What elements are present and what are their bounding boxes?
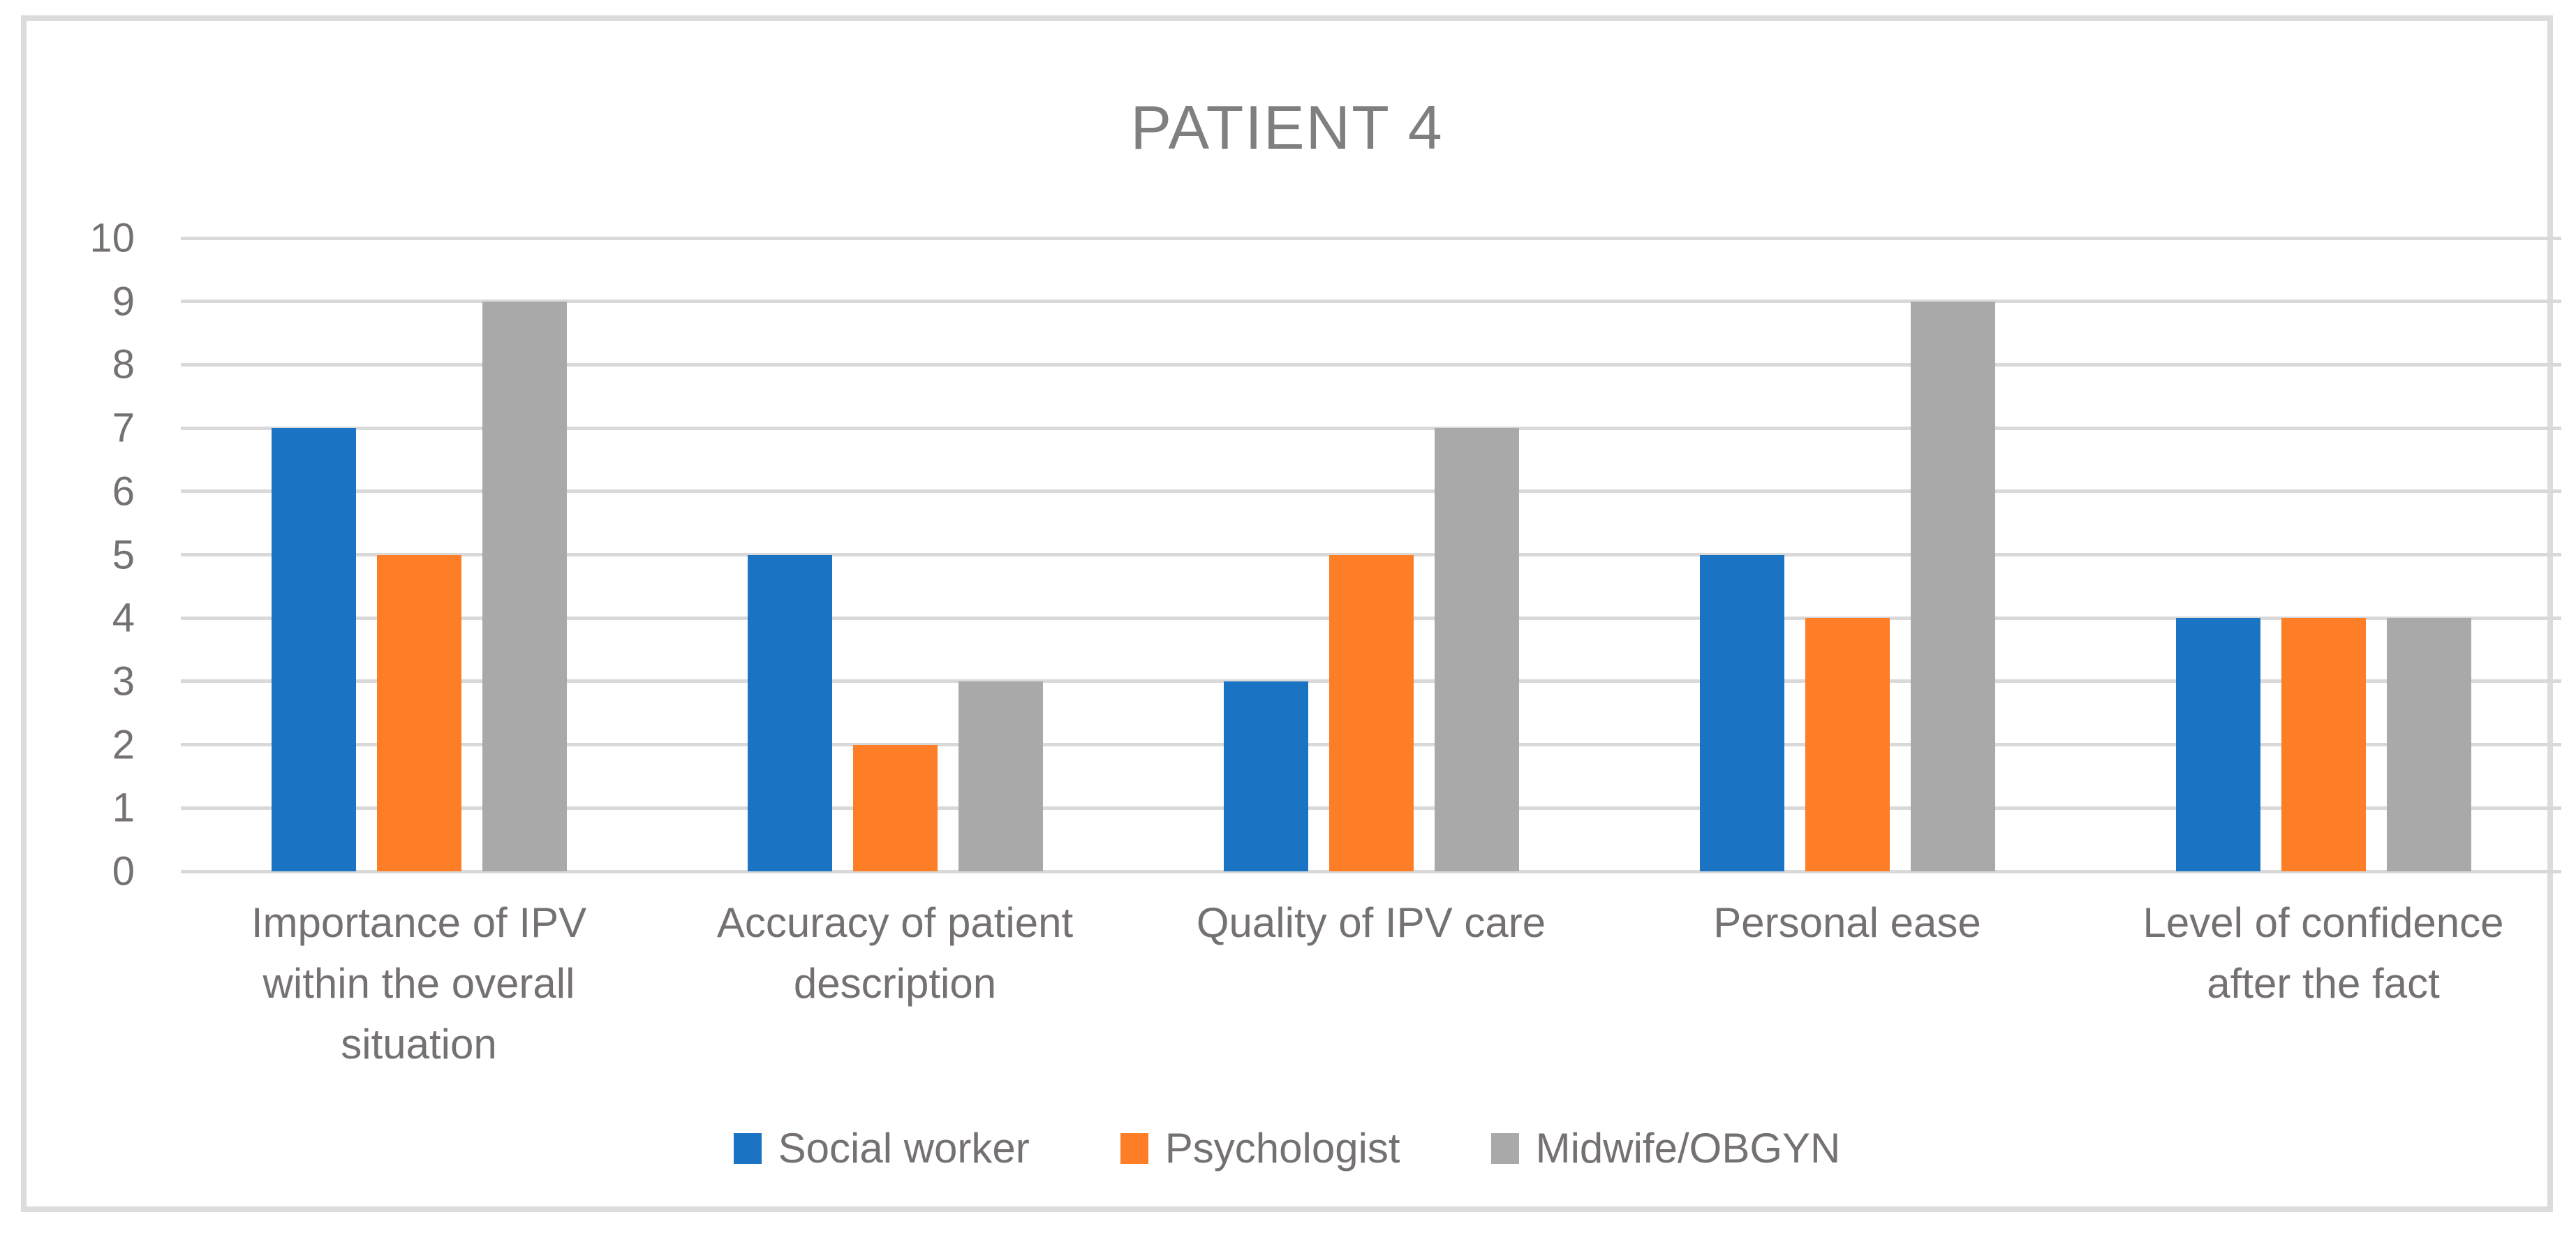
legend-item-psychologist: Psychologist [1120,1124,1400,1172]
gridline-8 [181,362,2561,367]
chart-title: PATIENT 4 [1130,93,1444,162]
legend-chip-social-worker [733,1132,762,1164]
bar-midwife-obgyn [482,301,567,871]
y-axis: 0 1 2 3 4 5 6 7 8 9 10 [47,216,135,894]
gridline-10 [181,236,2561,240]
y-tick-label-5: 5 [112,532,135,577]
bar-group-level-of-confidence [2085,238,2561,871]
bar-midwife-obgyn [958,681,1043,871]
bar-psychologist [852,744,938,871]
y-tick-label-6: 6 [112,468,135,515]
legend-chip-midwife-obgyn [1490,1132,1519,1164]
y-tick-label-3: 3 [112,658,135,704]
legend-label-social-worker: Social worker [778,1125,1030,1172]
y-tick-label-2: 2 [112,722,135,768]
legend: Social worker Psychologist Midwife/OBGYN [27,1124,2547,1172]
legend-chip-psychologist [1120,1132,1148,1164]
gridline-0 [181,869,2561,873]
bar-groups [181,238,2561,871]
y-tick-label-4: 4 [112,595,135,641]
category-label-quality-of-ipv-care: Quality of IPV care [1196,899,1546,946]
plot-area [181,236,2561,873]
bar-group-personal-ease [1609,238,2085,871]
legend-label-midwife-obgyn: Midwife/OBGYN [1535,1125,1841,1172]
bar-psychologist [1805,618,1890,871]
bar-social-worker [747,554,832,871]
bar-group-accuracy-of-patient [657,238,1133,871]
gridline-9 [181,300,2561,304]
bar-midwife-obgyn [2386,618,2471,871]
category-label-importance-of-ipv: Importance of IPV within the overall sit… [251,899,587,1068]
y-tick-label-9: 9 [112,279,135,325]
bar-social-worker [271,428,356,871]
y-tick-label-8: 8 [112,341,135,387]
chart-frame: PATIENT 4 0 1 2 3 4 5 6 7 8 9 10 Importance of IPV… [21,15,2561,1212]
bar-psychologist [376,554,461,871]
bar-social-worker [1223,681,1308,871]
bar-midwife-obgyn [1910,301,1995,871]
bar-midwife-obgyn [1434,428,1519,871]
x-axis-category-labels: Importance of IPV within the overall sit… [181,892,2561,1075]
category-label-personal-ease: Personal ease [1713,899,1981,946]
category-label-level-of-confidence: Level of confidence after the fact [2142,899,2504,1007]
bar-group-importance-of-ipv [181,238,657,871]
bar-group-quality-of-ipv-care [1133,238,1609,871]
y-tick-label-0: 0 [112,848,135,894]
legend-label-psychologist: Psychologist [1164,1125,1400,1172]
bar-social-worker [1699,554,1784,871]
y-tick-label-10: 10 [89,215,135,261]
category-label-accuracy-of-patient: Accuracy of patient description [716,899,1074,1007]
bar-psychologist [1328,554,1414,871]
legend-item-midwife-obgyn: Midwife/OBGYN [1490,1124,1841,1172]
gridline-6 [181,489,2561,494]
gridline-7 [181,426,2561,430]
bar-psychologist [2281,618,2366,871]
bar-social-worker [2175,618,2260,871]
y-tick-label-7: 7 [112,405,135,451]
y-tick-label-1: 1 [112,785,135,831]
legend-item-social-worker: Social worker [733,1124,1030,1172]
